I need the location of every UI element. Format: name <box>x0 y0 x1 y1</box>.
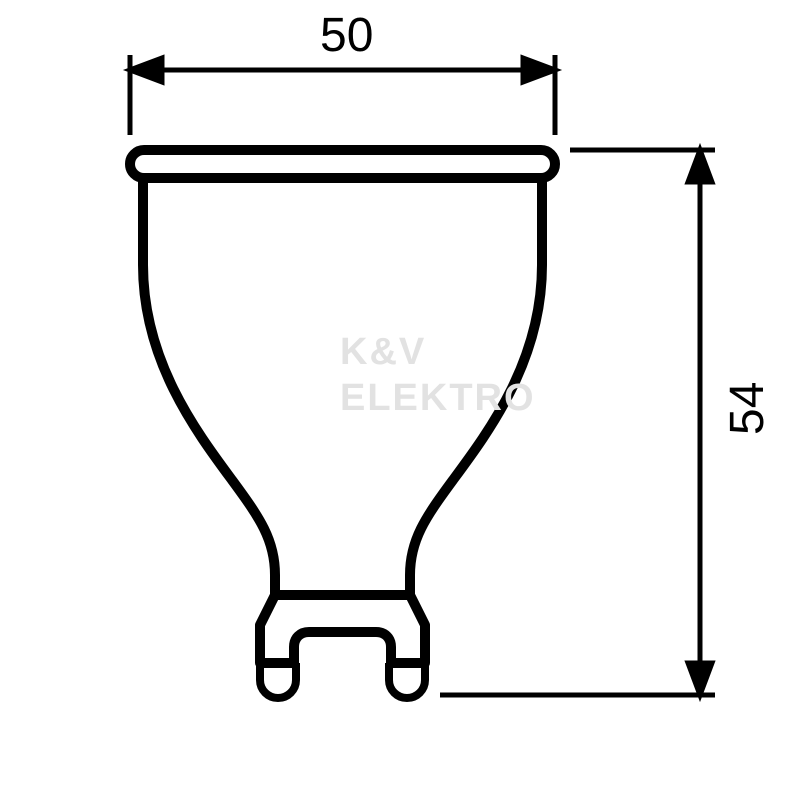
technical-drawing: 50 54 K&V ELEKTRO <box>0 0 800 800</box>
bulb-outline <box>130 150 555 698</box>
height-value: 54 <box>720 382 775 435</box>
watermark-line2: ELEKTRO <box>340 376 536 422</box>
watermark: K&V ELEKTRO <box>340 330 536 421</box>
watermark-line1: K&V <box>340 330 536 376</box>
width-dimension <box>130 55 555 135</box>
width-value: 50 <box>320 8 373 63</box>
height-dimension <box>440 150 715 695</box>
